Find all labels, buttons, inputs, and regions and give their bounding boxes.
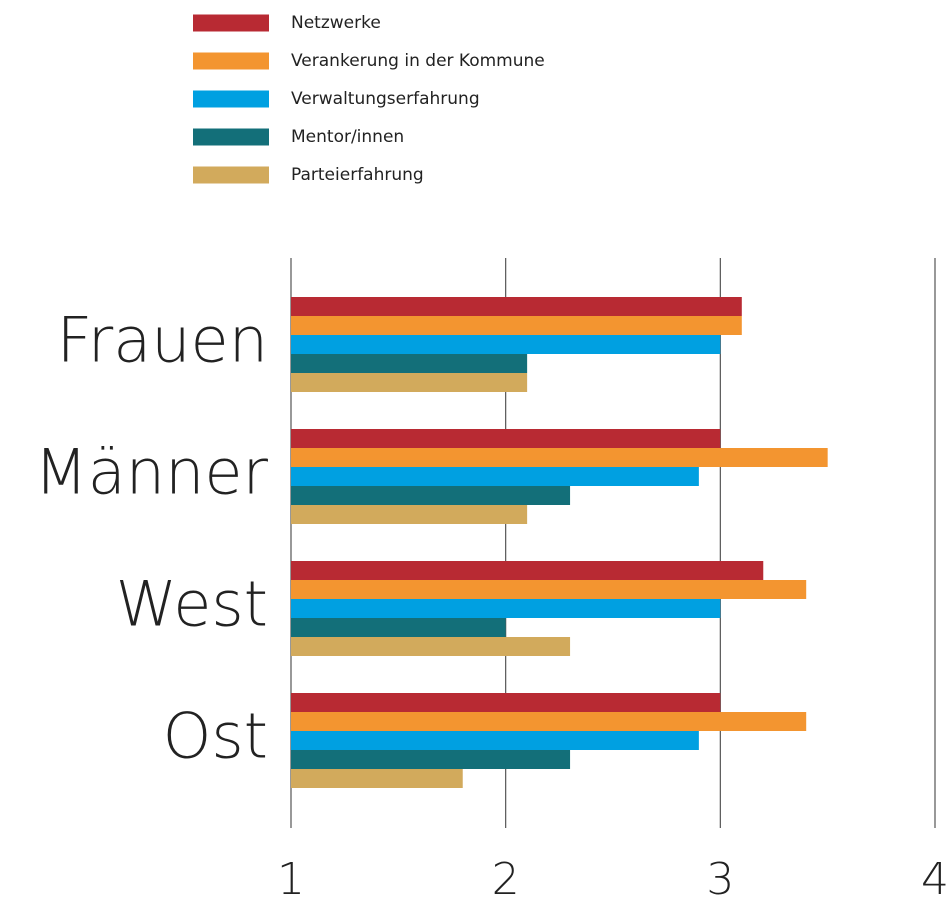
category-label: Frauen [57, 304, 268, 377]
bar [291, 561, 764, 580]
bar [291, 354, 528, 373]
bar [291, 486, 571, 505]
category-label: Männer [34, 436, 268, 509]
bar [291, 693, 721, 712]
legend-swatch [193, 14, 269, 32]
bar [291, 618, 506, 637]
x-tick-label: 2 [492, 854, 520, 905]
legend-swatch [193, 166, 269, 184]
bar [291, 731, 699, 750]
legend-label: Verwaltungserfahrung [291, 89, 480, 109]
bar [291, 373, 528, 392]
bar [291, 316, 742, 335]
legend-label: Verankerung in der Kommune [291, 51, 545, 71]
x-tick-label: 1 [277, 854, 305, 905]
category-label: West [116, 568, 268, 641]
bar [291, 637, 571, 656]
legend-swatch [193, 128, 269, 146]
legend-swatch [193, 90, 269, 108]
bar [291, 505, 528, 524]
bar [291, 750, 571, 769]
bar [291, 335, 721, 354]
bar [291, 580, 807, 599]
bar [291, 769, 463, 788]
x-tick-label: 3 [706, 854, 734, 905]
bar [291, 429, 721, 448]
bar [291, 467, 699, 486]
category-label: Ost [163, 700, 268, 773]
bar [291, 297, 742, 316]
legend-label: Mentor/innen [291, 127, 404, 147]
legend-swatch [193, 52, 269, 70]
bar [291, 448, 828, 467]
x-tick-label: 4 [921, 854, 948, 905]
legend-label: Netzwerke [291, 13, 381, 33]
bar [291, 712, 807, 731]
bar [291, 599, 721, 618]
legend-label: Parteierfahrung [291, 165, 424, 185]
